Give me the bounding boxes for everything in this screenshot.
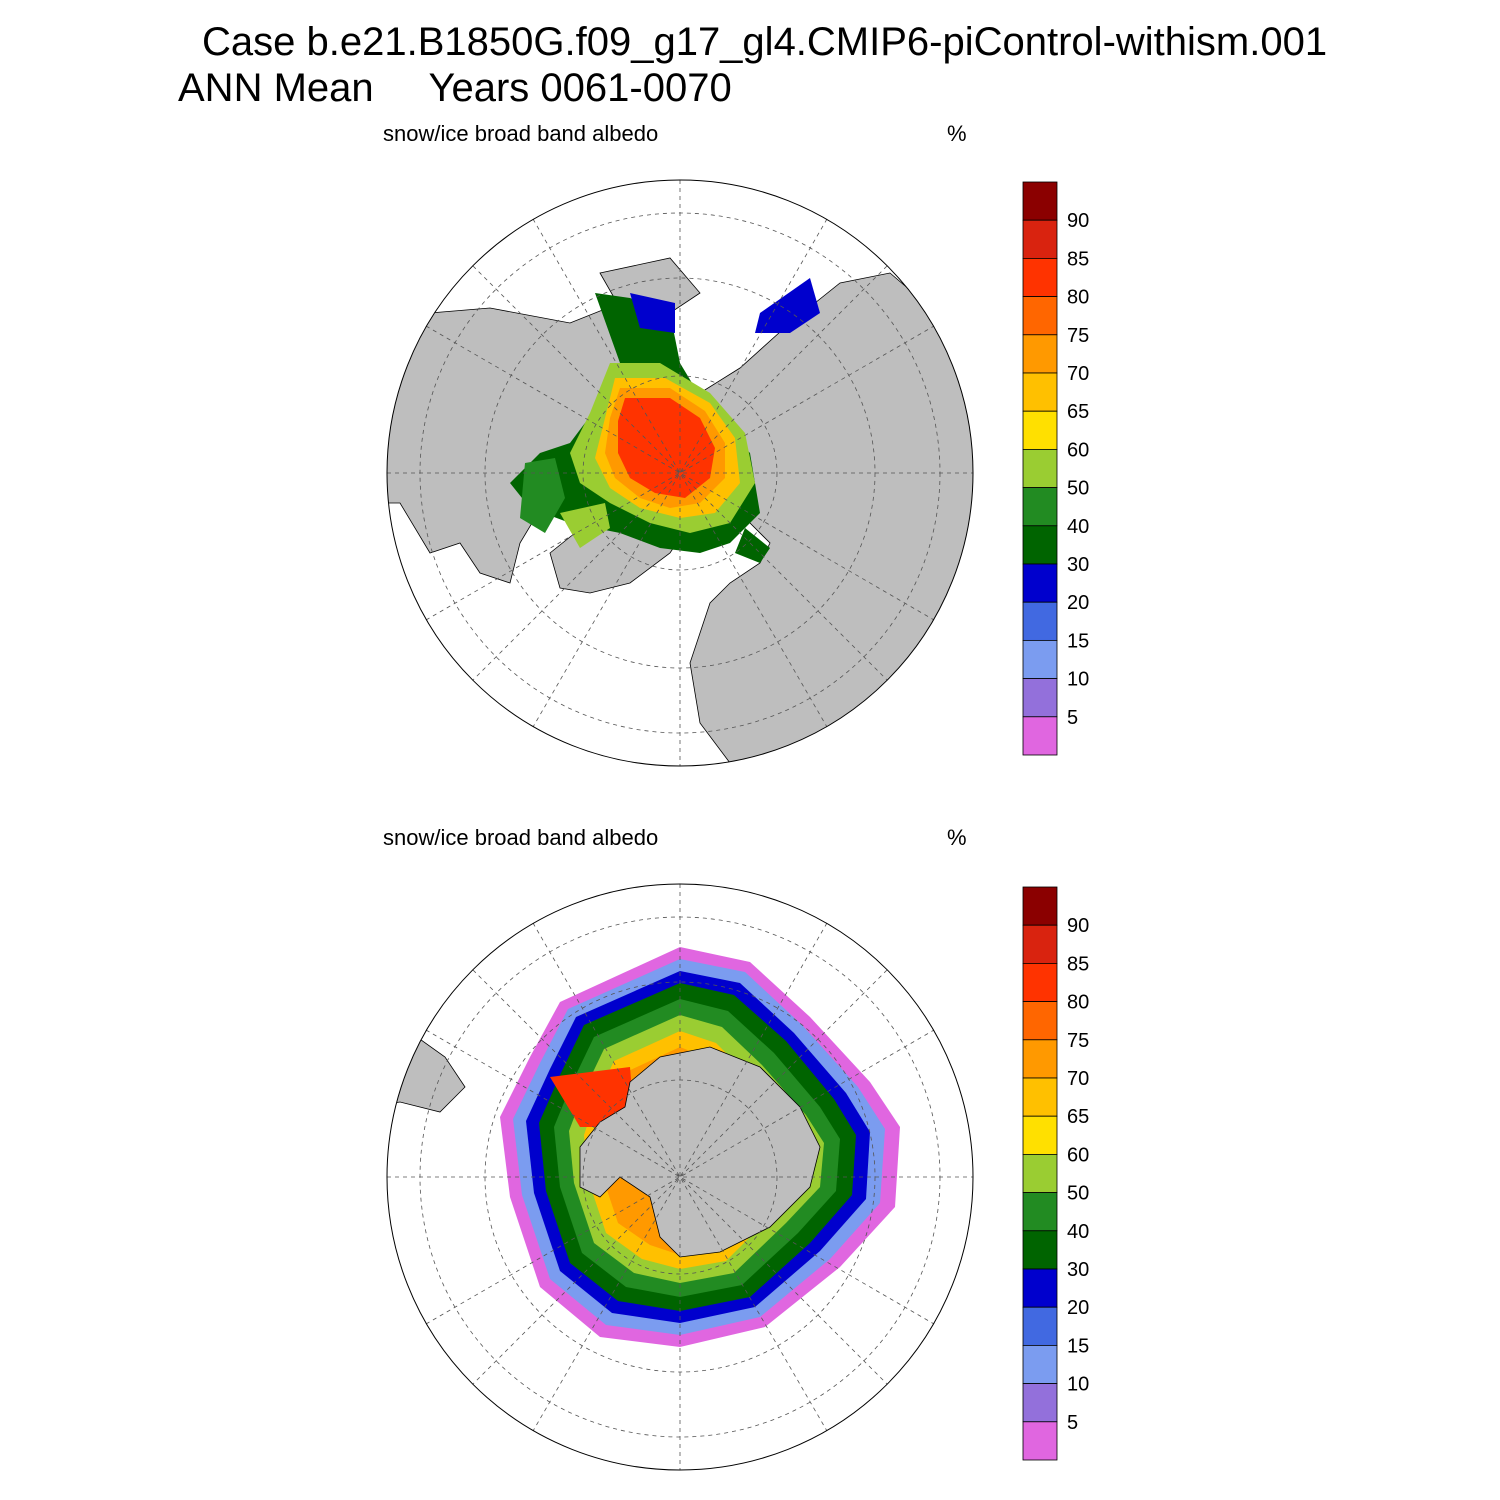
colorbar-label: 10 bbox=[1067, 669, 1089, 691]
colorbar-swatch bbox=[1022, 1115, 1058, 1155]
colorbar-label: 40 bbox=[1067, 516, 1089, 538]
colorbar-label: 50 bbox=[1067, 1183, 1089, 1205]
colorbar-swatch bbox=[1022, 525, 1058, 565]
colorbar-swatch bbox=[1022, 563, 1058, 603]
colorbar-label: 5 bbox=[1067, 1412, 1078, 1434]
sh-panel-title: snow/ice broad band albedo bbox=[383, 825, 659, 850]
colorbar-label: 5 bbox=[1067, 707, 1078, 729]
colorbar-swatch bbox=[1022, 716, 1058, 756]
colorbar-swatch bbox=[1022, 1383, 1058, 1423]
colorbar-swatch bbox=[1022, 601, 1058, 641]
colorbar-label: 60 bbox=[1067, 439, 1089, 461]
nh-colorbar-boxes bbox=[1022, 181, 1058, 756]
colorbar-swatch bbox=[1022, 1344, 1058, 1384]
colorbar-label: 60 bbox=[1067, 1144, 1089, 1166]
nh-colorbar-labels: 90 85 80 75 70 65 60 50 40 30 20 15 10 5 bbox=[1067, 210, 1089, 729]
nh-map-boundary bbox=[386, 179, 974, 767]
sh-antarctica-land bbox=[579, 1046, 821, 1258]
colorbar-swatch bbox=[1022, 219, 1058, 259]
nh-panel-title: snow/ice broad band albedo bbox=[383, 121, 659, 146]
colorbar-swatch bbox=[1022, 410, 1058, 450]
colorbar-swatch bbox=[1022, 487, 1058, 527]
colorbar-swatch bbox=[1022, 678, 1058, 718]
colorbar-label: 15 bbox=[1067, 1335, 1089, 1357]
colorbar-swatch bbox=[1022, 372, 1058, 412]
colorbar-label: 85 bbox=[1067, 953, 1089, 975]
colorbar-label: 80 bbox=[1067, 992, 1089, 1014]
sh-polar-map bbox=[386, 883, 974, 1471]
colorbar-swatch bbox=[1022, 1153, 1058, 1193]
colorbar-label: 65 bbox=[1067, 1106, 1089, 1128]
case-title: Case b.e21.B1850G.f09_g17_gl4.CMIP6-piCo… bbox=[202, 20, 1328, 64]
colorbar-label: 65 bbox=[1067, 401, 1089, 423]
nh-map-content bbox=[387, 180, 973, 766]
nh-polar-map bbox=[386, 179, 974, 767]
colorbar-label: 15 bbox=[1067, 630, 1089, 652]
colorbar-label: 50 bbox=[1067, 478, 1089, 500]
colorbar-swatch bbox=[1022, 963, 1058, 1003]
colorbar-label: 30 bbox=[1067, 554, 1089, 576]
colorbar-label: 90 bbox=[1067, 915, 1089, 937]
colorbar-swatch bbox=[1022, 448, 1058, 488]
colorbar-swatch bbox=[1022, 924, 1058, 964]
colorbar-label: 75 bbox=[1067, 325, 1089, 347]
colorbar-label: 20 bbox=[1067, 1297, 1089, 1319]
colorbar-label: 80 bbox=[1067, 287, 1089, 309]
colorbar-swatch bbox=[1022, 639, 1058, 679]
colorbar-label: 10 bbox=[1067, 1374, 1089, 1396]
colorbar-swatch bbox=[1022, 181, 1058, 221]
colorbar-label: 20 bbox=[1067, 592, 1089, 614]
colorbar-swatch bbox=[1022, 1077, 1058, 1117]
sh-colorbar-labels: 90 85 80 75 70 65 60 50 40 30 20 15 10 5 bbox=[1067, 915, 1089, 1434]
nh-sea-ice-field bbox=[510, 278, 820, 563]
colorbar-label: 70 bbox=[1067, 1068, 1089, 1090]
colorbar-swatch bbox=[1022, 1192, 1058, 1232]
sh-colorbar-boxes bbox=[1022, 886, 1058, 1461]
colorbar-swatch bbox=[1022, 1230, 1058, 1270]
colorbar-label: 85 bbox=[1067, 248, 1089, 270]
nh-colorbar: 90 85 80 75 70 65 60 50 40 30 20 15 10 5 bbox=[1022, 181, 1089, 756]
colorbar-swatch bbox=[1022, 334, 1058, 374]
nh-graticule bbox=[387, 180, 973, 766]
colorbar-swatch bbox=[1022, 1306, 1058, 1346]
sh-graticule bbox=[387, 884, 973, 1470]
colorbar-swatch bbox=[1022, 296, 1058, 336]
colorbar-label: 70 bbox=[1067, 363, 1089, 385]
colorbar-swatch bbox=[1022, 1039, 1058, 1079]
sh-map-content bbox=[387, 884, 973, 1470]
colorbar-label: 40 bbox=[1067, 1221, 1089, 1243]
colorbar-swatch bbox=[1022, 886, 1058, 926]
nh-units-label: % bbox=[947, 121, 967, 146]
sh-colorbar: 90 85 80 75 70 65 60 50 40 30 20 15 10 5 bbox=[1022, 886, 1089, 1461]
sh-map-boundary bbox=[386, 883, 974, 1471]
sh-units-label: % bbox=[947, 825, 967, 850]
colorbar-label: 30 bbox=[1067, 1259, 1089, 1281]
colorbar-swatch bbox=[1022, 1421, 1058, 1461]
colorbar-swatch bbox=[1022, 1268, 1058, 1308]
colorbar-label: 90 bbox=[1067, 210, 1089, 232]
colorbar-swatch bbox=[1022, 1001, 1058, 1041]
mean-period-title: ANN Mean Years 0061-0070 bbox=[178, 66, 732, 110]
colorbar-swatch bbox=[1022, 258, 1058, 298]
colorbar-label: 75 bbox=[1067, 1030, 1089, 1052]
